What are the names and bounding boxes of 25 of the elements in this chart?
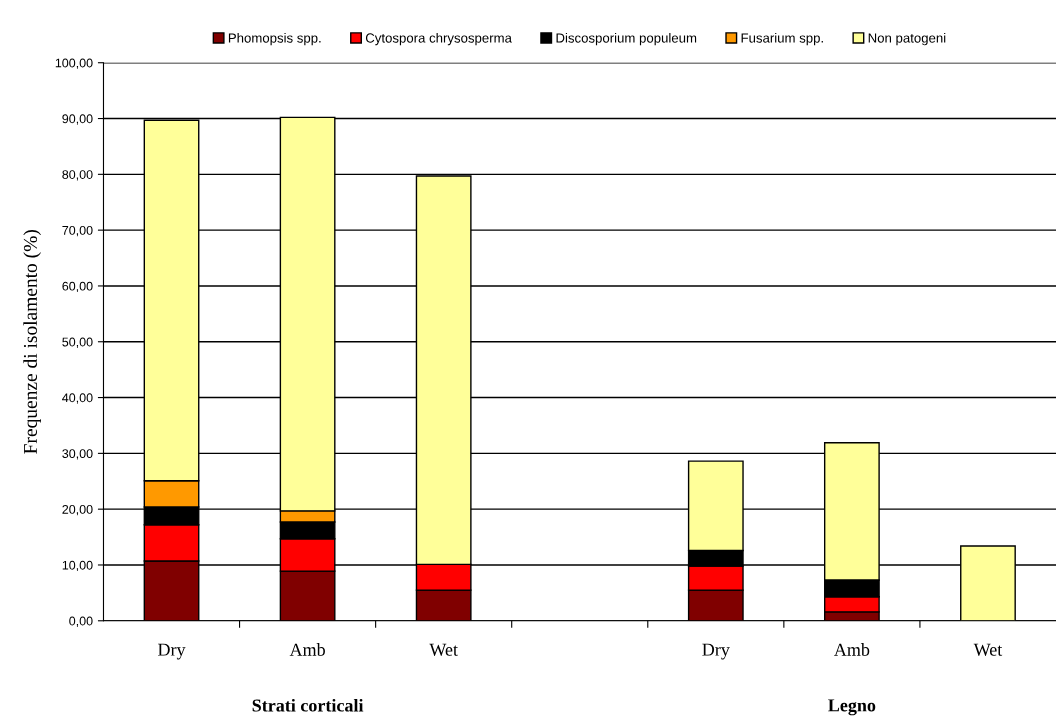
y-tick-label: 60,00 [62, 281, 93, 293]
x-tick-label: Wet [429, 643, 458, 656]
legend-label: Phomopsis spp. [228, 32, 321, 46]
legend-label: Fusarium spp. [741, 32, 823, 46]
y-tick-label: 50,00 [62, 337, 93, 348]
y-tick-label: 80,00 [62, 170, 93, 181]
text: Legno [828, 699, 876, 716]
legend-label: Cytospora chrysosperma [365, 32, 512, 46]
y-tick-label: 40,00 [62, 393, 93, 404]
text: Strati corticali [252, 698, 364, 712]
y-tick-label: 30,00 [62, 449, 93, 460]
x-tick-label: Amb [834, 643, 870, 656]
x-tick-label: Wet [973, 643, 1003, 656]
legend-label: Discosporium populeum [556, 32, 697, 46]
y-tick-label: 20,00 [62, 504, 93, 516]
legend-label: Non patogeni [868, 32, 946, 46]
y-axis-title: Frequenze di isolamento (%) [23, 230, 41, 454]
y-tick-label: 100,00 [55, 58, 93, 69]
y-tick-label: 70,00 [62, 225, 93, 237]
y-tick-label: 90,00 [62, 114, 93, 125]
x-tick-label: Amb [289, 643, 325, 656]
y-tick-label: 10,00 [62, 560, 93, 572]
x-tick-label: Dry [158, 643, 186, 660]
x-tick-label: Dry [702, 643, 730, 660]
y-tick-label: 0,00 [69, 616, 93, 627]
